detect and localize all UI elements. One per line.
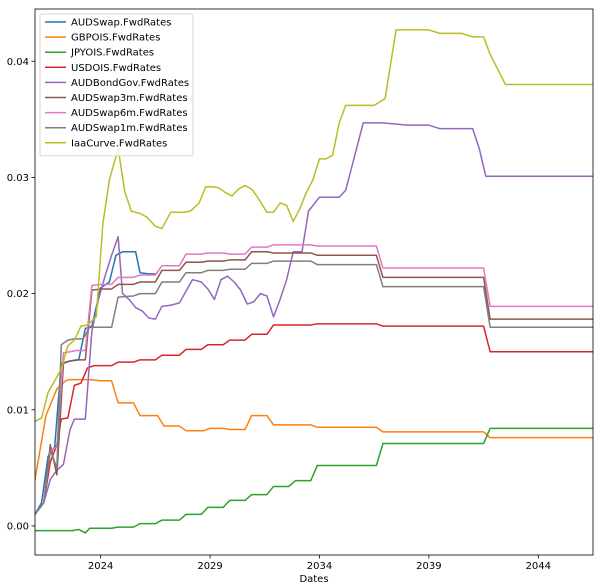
legend-entry-label: USDOIS.FwdRates xyxy=(71,63,161,74)
x-tick-label: 2024 xyxy=(88,561,113,572)
x-tick-label: 2044 xyxy=(526,561,551,572)
legend-entry-label: AUDSwap1m.FwdRates xyxy=(71,123,188,134)
legend-box xyxy=(39,13,194,157)
y-tick-label: 0.02 xyxy=(7,289,29,300)
y-axis: 0.00 0.01 0.02 0.03 0.04 xyxy=(7,57,35,532)
legend-entry-label: AUDSwap.FwdRates xyxy=(71,18,171,29)
y-tick-label: 0.04 xyxy=(7,57,29,68)
series-line-gbpois-fwdrates xyxy=(35,378,593,480)
y-tick-label: 0.03 xyxy=(7,173,29,184)
series-line-usdois-fwdrates xyxy=(35,323,593,515)
series-line-audswap1m-fwdrates xyxy=(35,260,593,515)
x-tick-label: 2039 xyxy=(416,561,441,572)
y-tick-label: 0.00 xyxy=(7,521,29,532)
legend-entry-label: AUDSwap3m.FwdRates xyxy=(71,93,188,104)
legend-entry-label: AUDBondGov.FwdRates xyxy=(71,78,189,89)
series-line-audswap6m-fwdrates xyxy=(35,244,593,515)
x-tick-label: 2034 xyxy=(307,561,332,572)
plot-lines-layer xyxy=(35,29,593,534)
plot-area-frame xyxy=(34,8,594,556)
legend-entry-label: GBPOIS.FwdRates xyxy=(71,33,160,44)
legend-entry-label: JPYOIS.FwdRates xyxy=(70,48,154,59)
x-tick-label: 2029 xyxy=(197,561,222,572)
x-axis-title: Dates xyxy=(299,574,328,585)
legend-entry-label: IaaCurve.FwdRates xyxy=(71,138,167,149)
legend: AUDSwap.FwdRates GBPOIS.FwdRates JPYOIS.Fw… xyxy=(39,13,194,157)
series-line-jpyois-fwdrates xyxy=(35,427,593,534)
x-axis: 2024 2029 2034 2039 2044 xyxy=(88,555,551,572)
series-line-audbondgov-fwdrates xyxy=(35,122,593,515)
series-line-iaacurve-fwdrates xyxy=(35,29,593,423)
legend-entry-label: AUDSwap6m.FwdRates xyxy=(71,108,188,119)
series-line-audswap3m-fwdrates xyxy=(35,251,593,515)
y-tick-label: 0.01 xyxy=(7,405,29,416)
